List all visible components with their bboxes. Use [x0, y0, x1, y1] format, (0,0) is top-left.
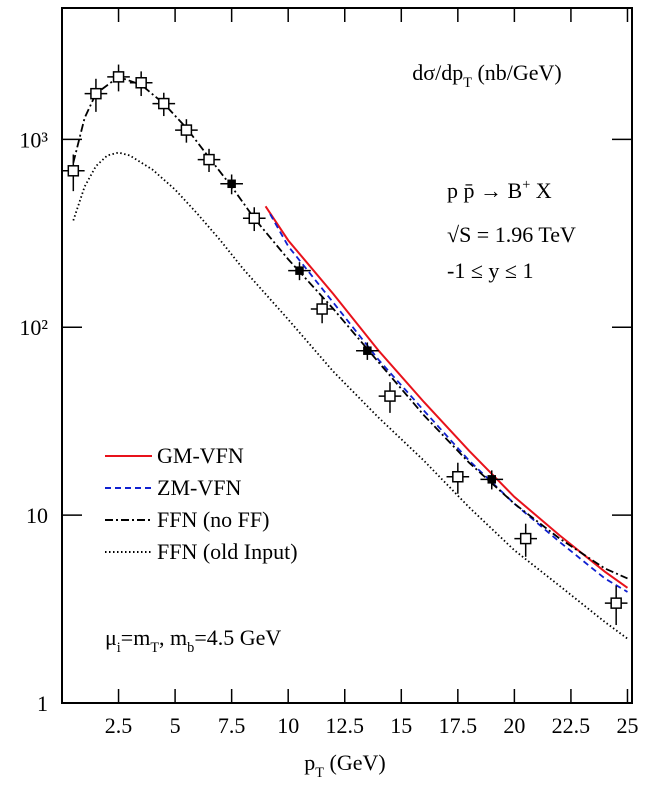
data-point [452, 471, 464, 483]
y-tick-label: 10² [19, 315, 48, 340]
data-point [158, 97, 170, 110]
legend-label: FFN (old Input) [157, 539, 298, 564]
data-point [227, 179, 236, 189]
annotation-sup: + [522, 177, 530, 193]
data-point [519, 532, 532, 545]
legend-label: FFN (no FF) [157, 507, 269, 532]
data-point [90, 87, 102, 100]
data-point [248, 212, 261, 225]
annotation-part: μ [105, 625, 117, 650]
annotation-sub: i [117, 640, 121, 656]
annotation: √S = 1.96 TeV [447, 222, 576, 247]
x-tick-label: 25 [616, 713, 638, 738]
series-line [269, 213, 628, 593]
annotation-part: =m [121, 625, 151, 650]
y-tick-label: 10 [26, 503, 48, 528]
y-tick-label: 10³ [19, 127, 48, 152]
x-tick-label: 7.5 [218, 713, 246, 738]
annotation-part: X [530, 178, 552, 203]
plot-frame [61, 7, 633, 704]
data-point [67, 165, 80, 177]
annotation-sub: b [187, 640, 194, 656]
chart-title-part: (nb/GeV) [472, 60, 562, 85]
x-tick-label: 22.5 [552, 713, 591, 738]
x-tick-label: 2.5 [105, 713, 133, 738]
x-tick-label: 15 [390, 713, 412, 738]
annotation-sub: T [150, 640, 159, 656]
annotation: -1 ≤ y ≤ 1 [447, 258, 533, 283]
data-point [384, 390, 396, 402]
annotation: p p̄ → B+ X [447, 177, 552, 203]
chart-title: dσ/dpT (nb/GeV) [412, 60, 562, 91]
x-tick-label: 5 [170, 713, 181, 738]
legend-label: ZM-VFN [157, 475, 241, 500]
data-point [180, 124, 193, 136]
data-point [295, 266, 304, 275]
annotation-part: , m [159, 625, 187, 650]
data-point [112, 71, 125, 83]
x-axis-label-part: (GeV) [324, 750, 386, 775]
data-point [203, 153, 215, 166]
x-axis-label: pT (GeV) [304, 750, 385, 781]
x-axis-label-sub: T [315, 765, 324, 781]
data-point [610, 597, 622, 609]
x-tick-label: 17.5 [439, 713, 478, 738]
x-tick-label: 12.5 [325, 713, 364, 738]
data-point [363, 346, 372, 355]
series-line [72, 151, 629, 640]
annotation-part: p p̄ → B [447, 178, 522, 203]
x-tick-label: 20 [503, 713, 525, 738]
annotation-part: -1 ≤ y ≤ 1 [447, 258, 533, 283]
chart-title-sub: T [463, 75, 472, 91]
annotation: μi=mT, mb=4.5 GeV [105, 625, 281, 656]
series-line [72, 75, 628, 580]
x-axis-label-part: p [304, 750, 315, 775]
data-point [316, 303, 328, 315]
chart-title-part: dσ/dp [412, 60, 463, 85]
data-point [135, 77, 147, 89]
x-tick-label: 10 [277, 713, 299, 738]
legend-label: GM-VFN [157, 443, 244, 468]
y-tick-label: 1 [37, 691, 48, 716]
annotation-part: =4.5 GeV [194, 625, 281, 650]
annotation-part: √S = 1.96 TeV [447, 222, 576, 247]
data-point [487, 475, 497, 484]
